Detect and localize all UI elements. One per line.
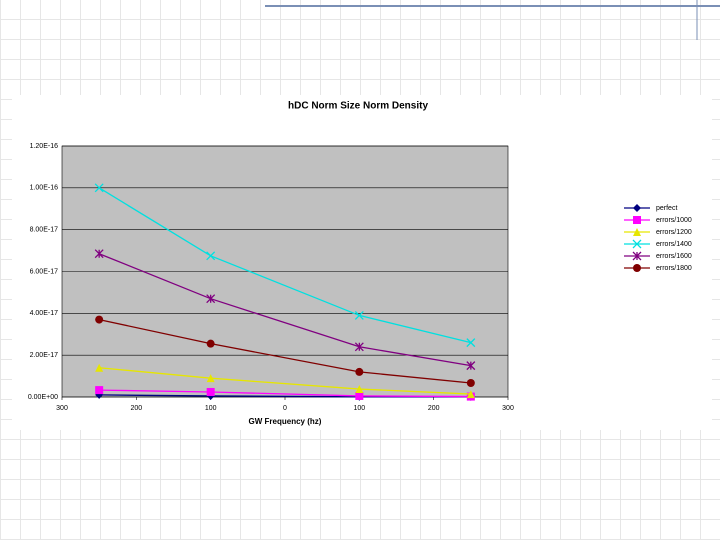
marker bbox=[633, 228, 641, 236]
marker bbox=[95, 386, 104, 395]
series-line bbox=[99, 389, 471, 398]
legend-label: errors/1600 bbox=[656, 253, 692, 260]
y-tick-label: 4.00E-17 bbox=[30, 310, 59, 317]
x-tick-label: 300 bbox=[502, 405, 514, 412]
legend-label: errors/1800 bbox=[656, 265, 692, 272]
marker bbox=[206, 339, 215, 348]
marker bbox=[94, 183, 104, 193]
marker bbox=[206, 294, 216, 304]
y-tick-label: 8.00E-17 bbox=[30, 227, 59, 234]
y-tick-label: 2.00E-17 bbox=[30, 352, 59, 359]
x-tick-label: 300 bbox=[56, 405, 68, 412]
series-line bbox=[99, 367, 471, 395]
series-line bbox=[98, 187, 471, 344]
x-tick-label: 200 bbox=[130, 405, 142, 412]
legend-label: errors/1200 bbox=[656, 229, 692, 236]
marker bbox=[632, 251, 642, 261]
chart-title: hDC Norm Size Norm Density bbox=[288, 101, 428, 112]
series-line bbox=[98, 253, 471, 367]
y-tick-label: 0.00E+00 bbox=[28, 394, 58, 401]
marker bbox=[466, 390, 475, 399]
marker bbox=[633, 216, 641, 224]
marker bbox=[95, 315, 104, 324]
marker bbox=[354, 342, 364, 352]
series-line bbox=[99, 318, 471, 384]
y-tick-label: 1.00E-16 bbox=[30, 185, 59, 192]
marker bbox=[632, 239, 642, 249]
marker bbox=[633, 264, 641, 272]
marker bbox=[355, 391, 364, 400]
x-axis-title: GW Frequency (hz) bbox=[249, 417, 322, 426]
y-tick-label: 6.00E-17 bbox=[30, 268, 59, 275]
marker bbox=[206, 251, 216, 261]
legend-label: perfect bbox=[656, 205, 677, 212]
x-tick-label: 100 bbox=[353, 405, 365, 412]
marker bbox=[633, 204, 641, 212]
x-tick-label: 100 bbox=[205, 405, 217, 412]
marker bbox=[466, 361, 476, 371]
x-tick-label: 200 bbox=[428, 405, 440, 412]
marker bbox=[206, 374, 215, 383]
marker bbox=[206, 387, 215, 396]
marker bbox=[95, 363, 104, 372]
marker bbox=[466, 378, 475, 387]
marker bbox=[354, 310, 364, 320]
marker bbox=[94, 249, 104, 259]
legend-label: errors/1400 bbox=[656, 241, 692, 248]
marker bbox=[355, 385, 364, 394]
x-tick-label: 0 bbox=[283, 405, 287, 412]
marker bbox=[466, 338, 476, 348]
legend-label: errors/1000 bbox=[656, 217, 692, 224]
y-tick-label: 1.20E-16 bbox=[30, 143, 59, 150]
marker bbox=[355, 367, 364, 376]
